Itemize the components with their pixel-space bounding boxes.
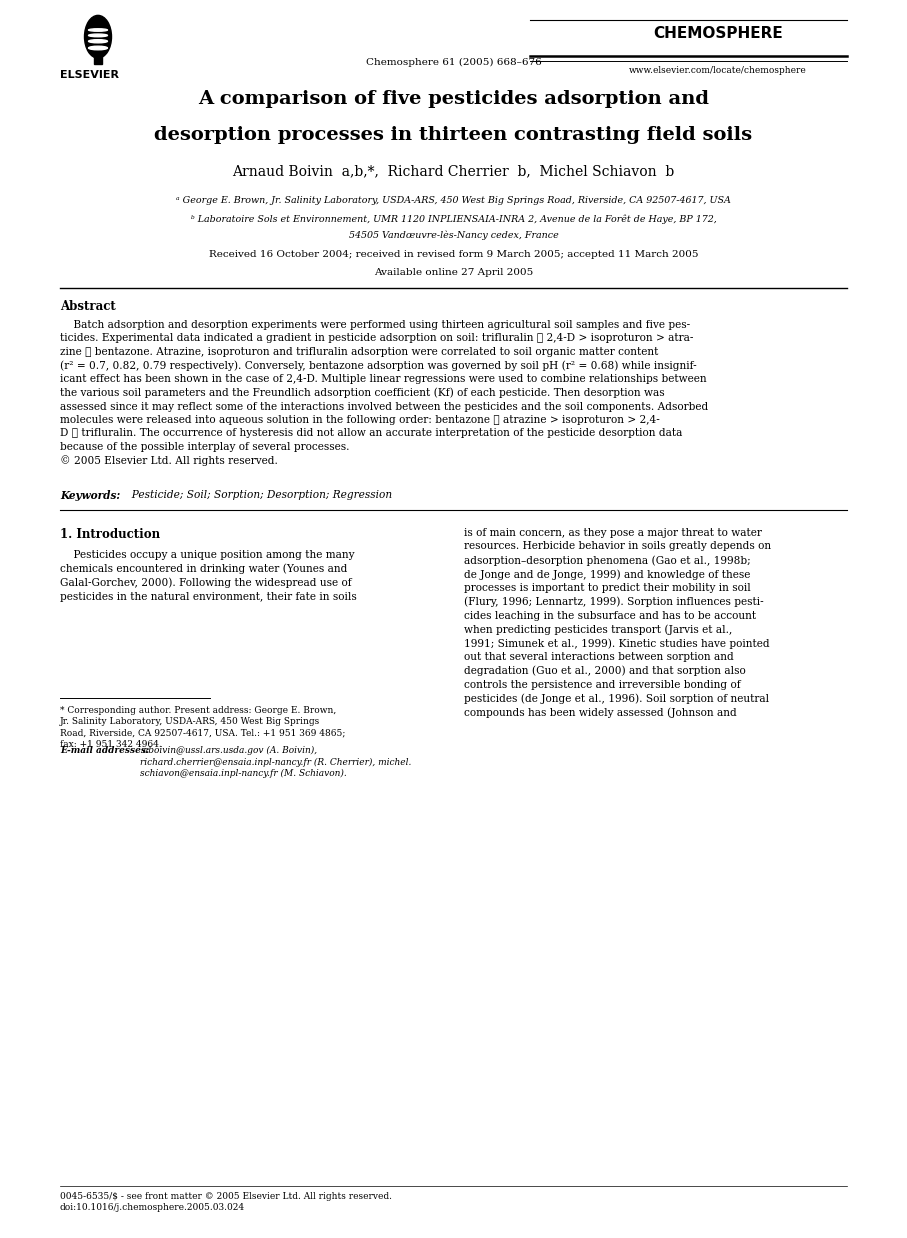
Text: E-mail addresses:: E-mail addresses: [60, 747, 150, 755]
Text: Batch adsorption and desorption experiments were performed using thirteen agricu: Batch adsorption and desorption experime… [60, 319, 708, 467]
Ellipse shape [89, 35, 107, 37]
Ellipse shape [89, 40, 107, 43]
Text: Available online 27 April 2005: Available online 27 April 2005 [374, 267, 533, 277]
Text: Chemosphere 61 (2005) 668–676: Chemosphere 61 (2005) 668–676 [366, 58, 541, 67]
Text: Received 16 October 2004; received in revised form 9 March 2005; accepted 11 Mar: Received 16 October 2004; received in re… [209, 250, 698, 259]
Text: CHEMOSPHERE: CHEMOSPHERE [653, 26, 783, 41]
Text: aboivin@ussl.ars.usda.gov (A. Boivin),
richard.cherrier@ensaia.inpl-nancy.fr (R.: aboivin@ussl.ars.usda.gov (A. Boivin), r… [140, 747, 412, 779]
Text: www.elsevier.com/locate/chemosphere: www.elsevier.com/locate/chemosphere [629, 66, 807, 76]
Text: Pesticides occupy a unique position among the many
chemicals encountered in drin: Pesticides occupy a unique position amon… [60, 550, 356, 602]
Text: * Corresponding author. Present address: George E. Brown,
Jr. Salinity Laborator: * Corresponding author. Present address:… [60, 706, 346, 749]
Ellipse shape [84, 15, 112, 58]
Text: A comparison of five pesticides adsorption and: A comparison of five pesticides adsorpti… [198, 90, 709, 108]
Text: 0045-6535/$ - see front matter © 2005 Elsevier Ltd. All rights reserved.
doi:10.: 0045-6535/$ - see front matter © 2005 El… [60, 1192, 392, 1212]
Text: ᵇ Laboratoire Sols et Environnement, UMR 1120 INPLIENSAIA-INRA 2, Avenue de la F: ᵇ Laboratoire Sols et Environnement, UMR… [190, 214, 717, 224]
Text: ELSEVIER: ELSEVIER [60, 71, 119, 80]
Text: Arnaud Boivin  a,b,*,  Richard Cherrier  b,  Michel Schiavon  b: Arnaud Boivin a,b,*, Richard Cherrier b,… [232, 163, 675, 178]
Text: Abstract: Abstract [60, 300, 116, 313]
Text: 1. Introduction: 1. Introduction [60, 527, 161, 541]
Text: 54505 Vandœuvre-lès-Nancy cedex, France: 54505 Vandœuvre-lès-Nancy cedex, France [348, 230, 559, 239]
Ellipse shape [89, 28, 107, 31]
Text: desorption processes in thirteen contrasting field soils: desorption processes in thirteen contras… [154, 126, 753, 144]
Text: Pesticide; Soil; Sorption; Desorption; Regression: Pesticide; Soil; Sorption; Desorption; R… [125, 490, 392, 500]
Ellipse shape [89, 46, 107, 50]
Text: Keywords:: Keywords: [60, 490, 121, 501]
Text: ᵃ George E. Brown, Jr. Salinity Laboratory, USDA-ARS, 450 West Big Springs Road,: ᵃ George E. Brown, Jr. Salinity Laborato… [176, 196, 731, 206]
Text: is of main concern, as they pose a major threat to water
resources. Herbicide be: is of main concern, as they pose a major… [463, 527, 771, 718]
Bar [94, 53, 102, 63]
